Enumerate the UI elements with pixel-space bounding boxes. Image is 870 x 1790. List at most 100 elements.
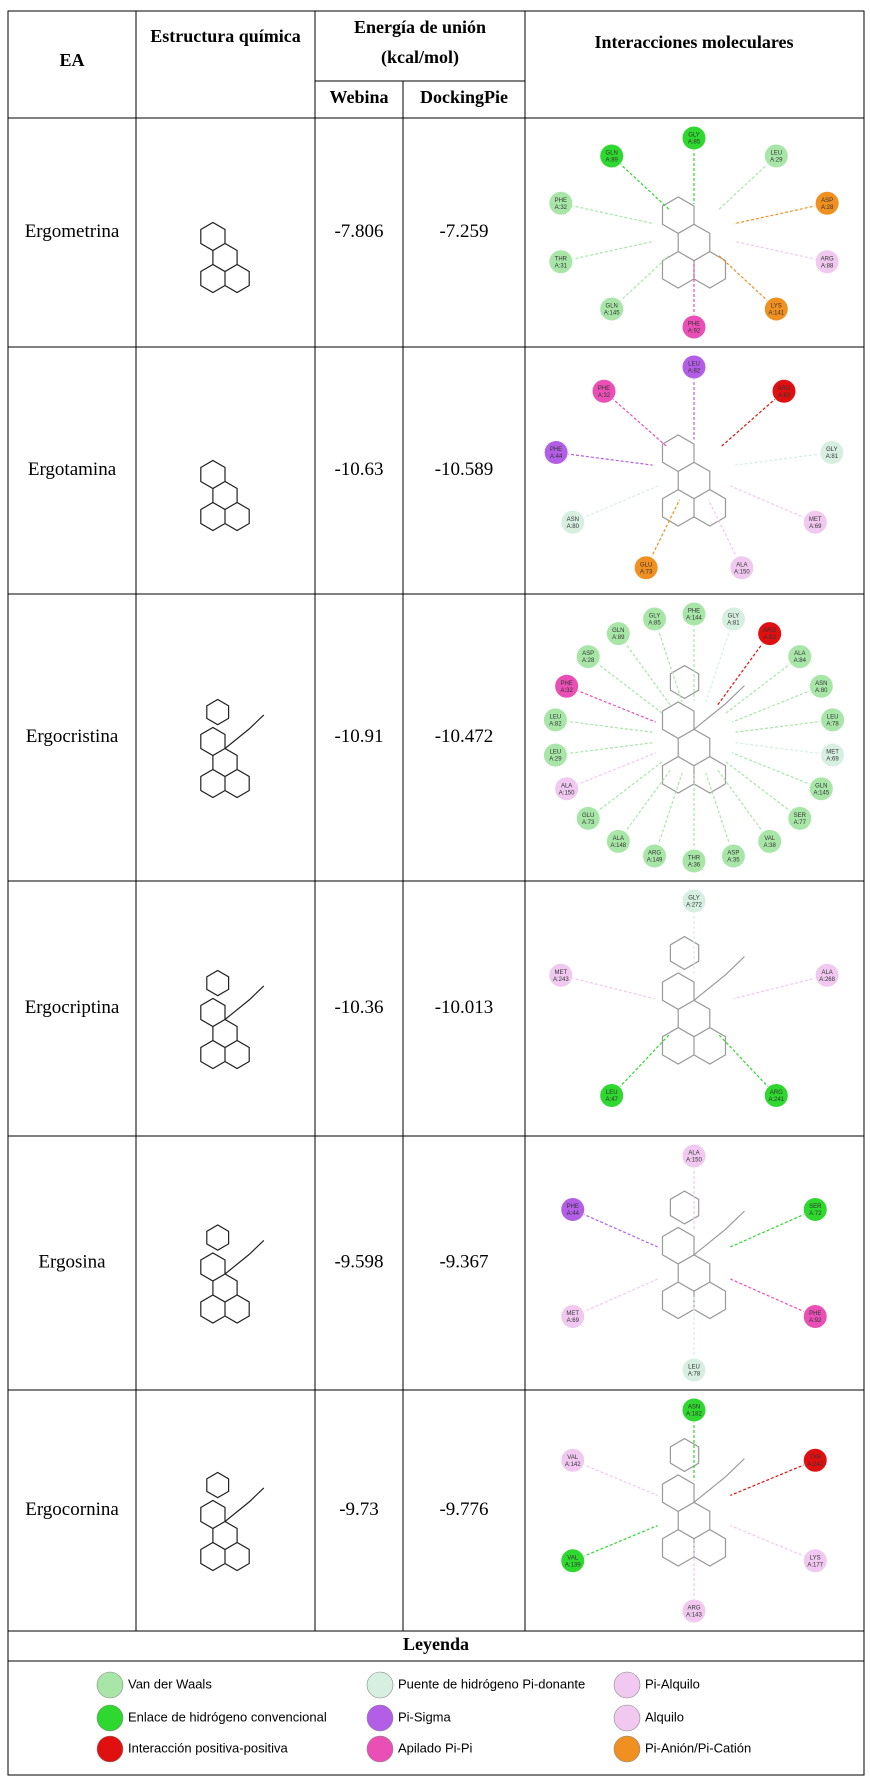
residue-position: A:81: [826, 454, 839, 460]
residue-name: GLY: [728, 614, 740, 620]
alkaloid-name: Ergosina: [38, 1251, 106, 1272]
residue-name: MET: [555, 970, 568, 976]
residue-position: A:142: [565, 1462, 581, 1468]
residue-position: A:92: [688, 329, 701, 335]
legend-label: Apilado Pi-Pi: [398, 1740, 473, 1755]
residue-name: ASP: [821, 198, 833, 204]
residue-name: SER: [809, 1204, 822, 1210]
header-interactions: Interacciones moleculares: [594, 32, 793, 52]
header-energy-box: Energía de unión (kcal/mol): [315, 12, 525, 80]
residue-position: A:149: [647, 858, 663, 864]
residue-position: A:69: [826, 757, 839, 763]
residue-position: A:31: [555, 263, 568, 269]
header-structure: Estructura química: [136, 22, 315, 50]
residue-position: A:83: [778, 393, 791, 399]
header-structure-box: Estructura química: [136, 22, 315, 92]
residue-position: A:182: [686, 1412, 702, 1418]
residue-name: ARG: [770, 1090, 783, 1096]
residue-name: GLY: [688, 896, 700, 902]
residue-name: MET: [826, 750, 839, 756]
residue-position: A:148: [610, 843, 626, 849]
residue-name: PHE: [809, 1311, 821, 1317]
residue-name: GLN: [612, 628, 624, 634]
legend-swatch: [614, 1705, 640, 1731]
residue-name: VAL: [567, 1455, 579, 1461]
residue-position: A:32: [555, 205, 568, 211]
residue-name: GLU: [640, 562, 652, 568]
residue-name: VAL: [764, 836, 776, 842]
webina-energy: -10.63: [334, 459, 383, 480]
residue-position: A:268: [819, 977, 835, 983]
residue-name: ARG: [687, 1606, 700, 1612]
residue-name: ASP: [727, 851, 739, 857]
residue-position: A:29: [549, 757, 562, 763]
residue-position: A:69: [567, 1318, 580, 1324]
legend-swatch: [367, 1705, 393, 1731]
header-ea: EA: [59, 50, 84, 70]
residue-name: PHE: [550, 447, 562, 453]
residue-name: ARG: [821, 256, 834, 262]
residue-name: GLY: [688, 133, 700, 139]
residue-name: VAL: [567, 1555, 579, 1561]
header-dockingpie: DockingPie: [420, 87, 508, 107]
residue-position: A:177: [807, 1562, 823, 1568]
residue-position: A:82: [688, 369, 701, 375]
residue-position: A:83: [764, 635, 777, 641]
dockingpie-energy: -9.367: [439, 1251, 488, 1272]
alkaloid-name: Ergocriptina: [25, 997, 120, 1018]
residue-name: ALA: [613, 836, 624, 842]
residue-name: PHE: [598, 386, 610, 392]
residue-name: LEU: [688, 362, 700, 368]
residue-position: A:73: [582, 820, 595, 826]
alkaloid-name: Ergotamina: [28, 459, 117, 480]
residue-position: A:242: [807, 1462, 823, 1468]
residue-position: A:84: [794, 658, 807, 664]
residue-name: LEU: [688, 1365, 700, 1371]
residue-position: A:85: [688, 140, 701, 146]
webina-energy: -10.91: [334, 726, 383, 747]
dockingpie-energy: -10.589: [435, 459, 494, 480]
residue-name: LEU: [827, 715, 839, 721]
residue-position: A:73: [640, 569, 653, 575]
residue-position: A:145: [814, 790, 830, 796]
residue-position: A:243: [553, 977, 569, 983]
residue-position: A:272: [686, 903, 702, 909]
legend-swatch: [97, 1736, 123, 1762]
residue-position: A:44: [567, 1211, 580, 1217]
residue-position: A:78: [826, 722, 839, 728]
residue-position: A:80: [815, 688, 828, 694]
legend-label: Puente de hidrógeno Pi-donante: [398, 1676, 585, 1691]
dockingpie-energy: -10.013: [435, 997, 494, 1018]
legend-label: Interacción positiva-positiva: [128, 1740, 288, 1755]
residue-position: A:28: [821, 205, 834, 211]
residue-name: PHE: [567, 1204, 579, 1210]
residue-name: GLN: [815, 783, 827, 789]
residue-position: A:72: [809, 1211, 822, 1217]
residue-position: A:241: [768, 1097, 784, 1103]
residue-name: LYS: [771, 304, 782, 310]
residue-position: A:150: [559, 790, 575, 796]
residue-position: A:36: [688, 863, 701, 869]
header-energy: Energía de unión (kcal/mol): [315, 12, 525, 72]
residue-name: LEU: [550, 715, 562, 721]
residue-name: GLN: [606, 304, 618, 310]
residue-position: A:80: [567, 524, 580, 530]
residue-position: A:85: [648, 621, 661, 627]
residue-position: A:81: [727, 621, 740, 627]
residue-position: A:28: [582, 658, 595, 664]
residue-name: PHE: [688, 609, 700, 615]
residue-name: ALA: [688, 1151, 699, 1157]
legend-label: Pi-Alquilo: [645, 1676, 700, 1691]
residue-position: A:78: [688, 1372, 701, 1378]
residue-name: ALA: [561, 783, 572, 789]
residue-position: A:144: [686, 616, 702, 622]
residue-position: A:145: [604, 311, 620, 317]
residue-name: ASP: [582, 651, 594, 657]
residue-position: A:32: [560, 688, 573, 694]
residue-position: A:143: [686, 1613, 702, 1619]
residue-position: A:150: [686, 1158, 702, 1164]
residue-name: GLN: [606, 151, 618, 157]
legend-title: Leyenda: [403, 1634, 469, 1654]
webina-energy: -9.598: [334, 1251, 383, 1272]
legend-swatch: [367, 1672, 393, 1698]
